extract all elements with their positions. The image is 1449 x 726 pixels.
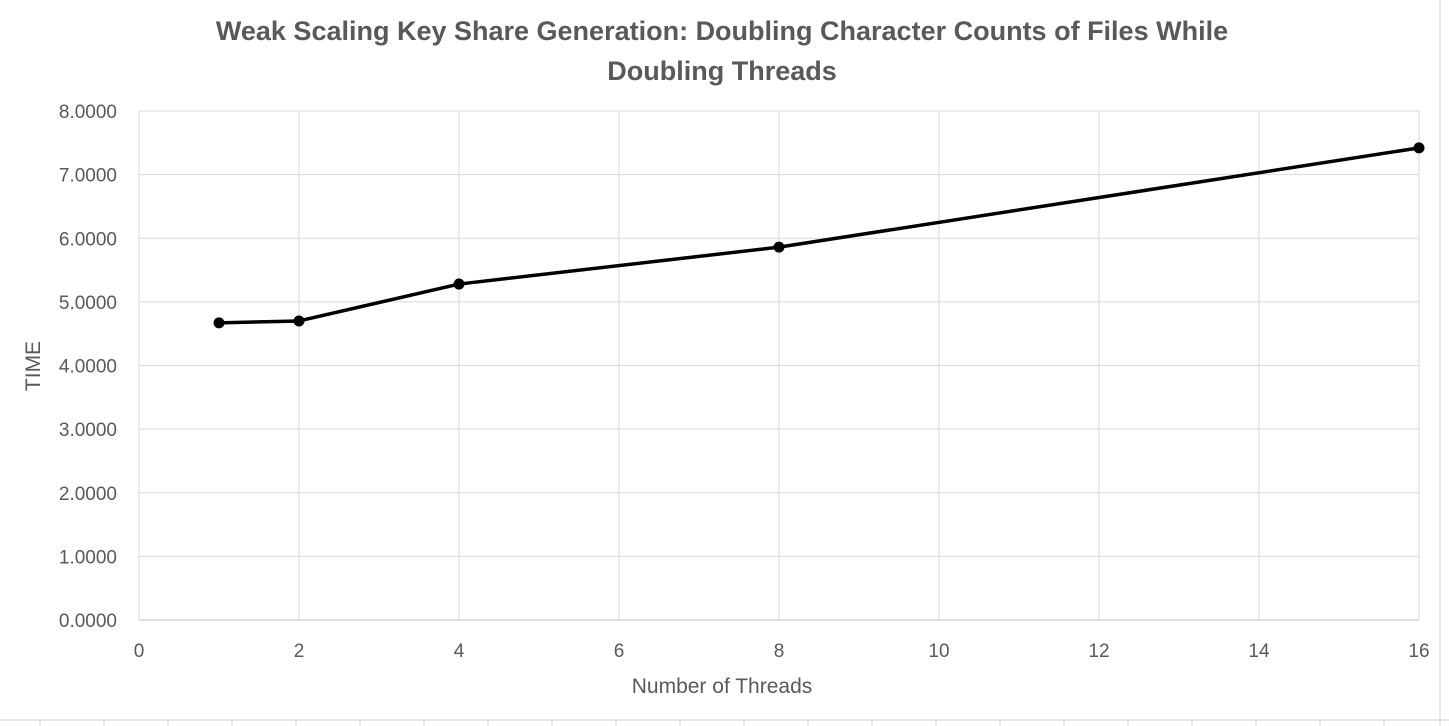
data-series xyxy=(213,142,1425,329)
x-tick-label: 10 xyxy=(928,641,949,662)
y-tick-label: 1.0000 xyxy=(59,547,117,568)
y-tick-label: 4.0000 xyxy=(59,357,117,378)
x-tick-label: 4 xyxy=(454,641,465,662)
chart-title-line-1: Weak Scaling Key Share Generation: Doubl… xyxy=(216,16,1228,46)
x-tick-label: 14 xyxy=(1248,641,1270,662)
x-tick-label: 16 xyxy=(1408,641,1429,662)
x-tick-label: 2 xyxy=(294,641,305,662)
y-tick-label: 7.0000 xyxy=(59,166,117,187)
axes xyxy=(138,111,1419,621)
x-tick-label: 8 xyxy=(774,641,785,662)
data-point-marker xyxy=(213,317,225,329)
y-tick-label: 8.0000 xyxy=(59,102,117,123)
y-tick-label: 2.0000 xyxy=(59,484,117,505)
x-tick-label: 0 xyxy=(134,641,145,662)
data-point-marker xyxy=(773,241,785,253)
y-tick-label: 0.0000 xyxy=(59,611,117,632)
data-point-marker xyxy=(1413,142,1425,154)
y-tick-label: 5.0000 xyxy=(59,293,117,314)
y-tick-label: 6.0000 xyxy=(59,229,117,250)
y-axis-title: TIME xyxy=(22,341,45,391)
data-point-marker xyxy=(453,278,465,290)
data-point-marker xyxy=(293,315,305,327)
x-tick-label: 12 xyxy=(1088,641,1109,662)
y-tick-labels: 0.0000 1.0000 2.0000 3.0000 4.0000 5.0000 6.00… xyxy=(59,102,117,632)
chart-title-line-2: Doubling Threads xyxy=(607,56,837,86)
y-tick-label: 3.0000 xyxy=(59,420,117,441)
x-tick-label: 6 xyxy=(614,641,625,662)
x-axis-title: Number of Threads xyxy=(632,675,813,698)
x-tick-labels: 0 2 4 6 8 10 12 14 16 xyxy=(134,641,1430,662)
gridlines xyxy=(139,110,1420,620)
